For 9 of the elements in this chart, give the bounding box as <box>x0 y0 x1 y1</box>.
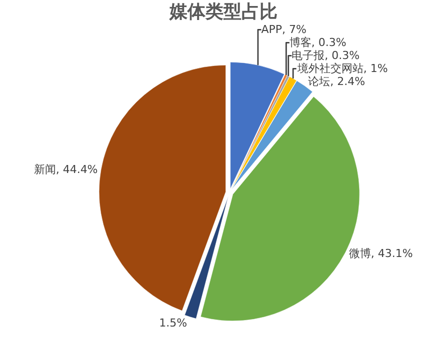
data-label: 1.5% <box>159 316 188 330</box>
slice-label: 电子报, 0.3% <box>292 49 360 62</box>
slice-label: 论坛, 2.4% <box>308 75 366 88</box>
slice-label: 新闻, 44.4% <box>34 162 98 176</box>
slice-label: 境外社交网站, 1% <box>296 62 388 76</box>
slice-label: APP, 7% <box>261 23 306 36</box>
chart-title: 媒体类型占比 <box>168 2 278 23</box>
slice-label: 博客, 0.3% <box>289 36 346 50</box>
slice-label: 微博, 43.1% <box>348 246 413 260</box>
